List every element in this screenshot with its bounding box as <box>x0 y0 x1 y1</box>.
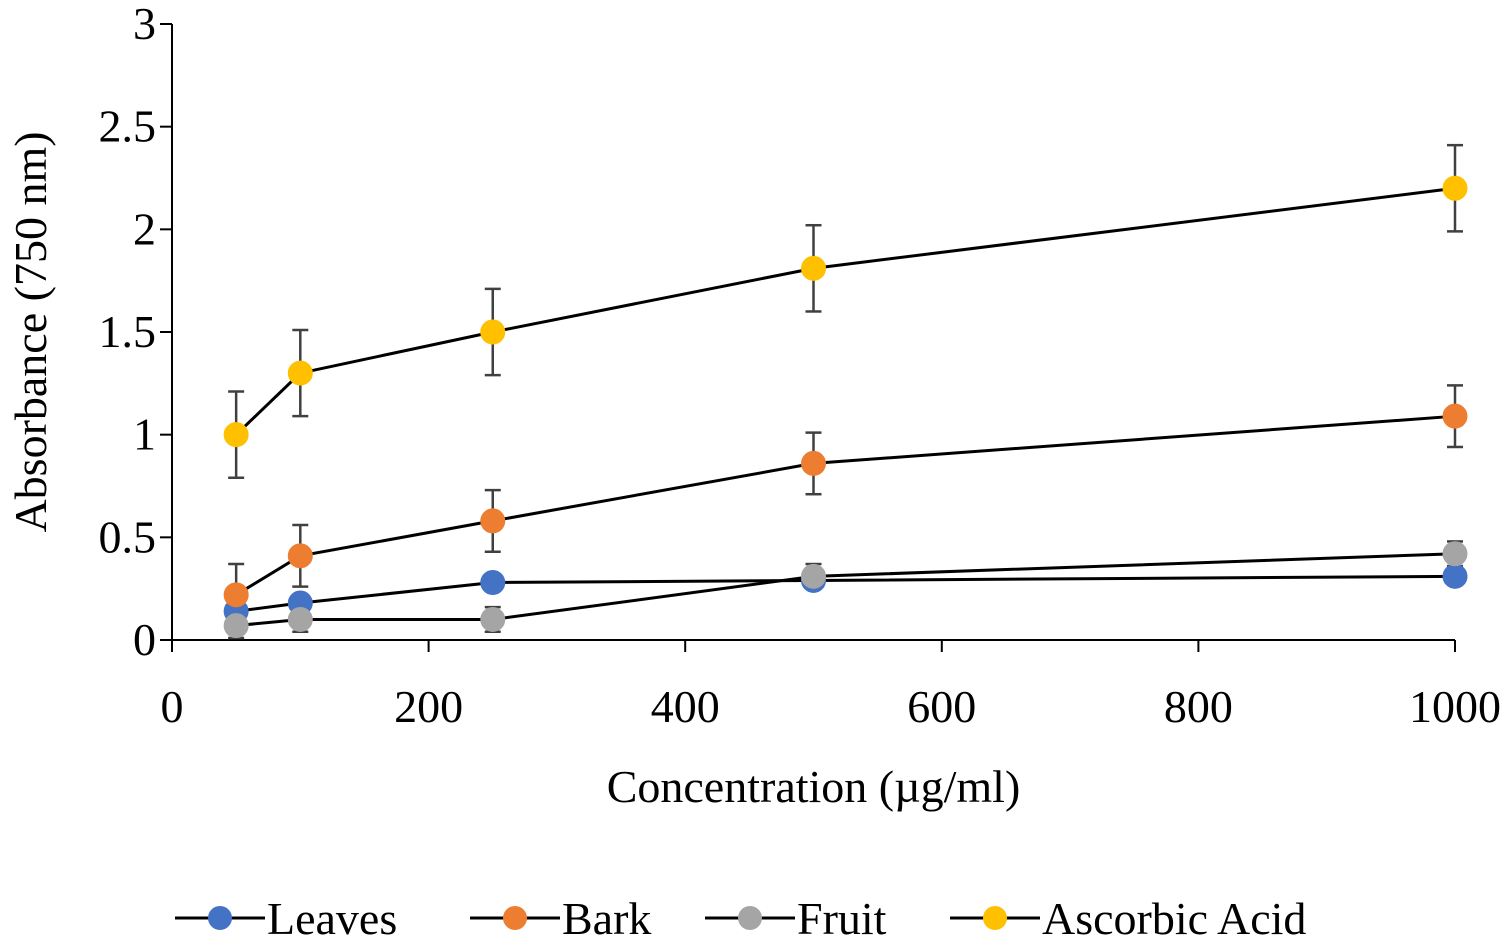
y-tick-label: 0 <box>133 614 156 665</box>
marker-ascorbic-acid <box>801 255 826 281</box>
x-tick-label: 800 <box>1164 681 1233 732</box>
series-line-leaves <box>235 574 1456 613</box>
legend-label-bark: Bark <box>562 893 651 944</box>
x-tick-label: 400 <box>651 681 720 732</box>
legend-label-leaves: Leaves <box>267 893 397 944</box>
series-line-bark <box>235 414 1456 597</box>
legend-marker-bark <box>503 906 527 930</box>
marker-fruit <box>223 613 249 639</box>
legend: Leaves Bark Fruit Ascorbic Acid <box>175 893 1306 944</box>
marker-ascorbic-acid <box>223 422 249 448</box>
y-tick-label: 2.5 <box>99 101 157 152</box>
legend-label-ascorbic-acid: Ascorbic Acid <box>1042 893 1306 944</box>
y-tick-label: 2 <box>133 203 156 254</box>
data-markers <box>223 175 1468 639</box>
y-tick-label: 3 <box>133 0 156 49</box>
marker-fruit <box>287 606 313 632</box>
x-tick-label: 1000 <box>1409 681 1501 732</box>
y-axis-title: Absorbance (750 nm) <box>5 131 56 532</box>
marker-bark <box>223 582 249 608</box>
marker-ascorbic-acid <box>287 360 313 386</box>
axes <box>160 23 1456 652</box>
marker-bark <box>801 450 826 476</box>
x-tick-label: 600 <box>907 681 976 732</box>
x-tick-label: 200 <box>394 681 463 732</box>
marker-fruit <box>480 606 506 632</box>
marker-leaves <box>480 570 506 596</box>
marker-bark <box>480 508 506 534</box>
legend-marker-fruit <box>738 906 762 930</box>
error-bars <box>228 143 1463 640</box>
y-tick-label: 1.5 <box>99 306 157 357</box>
marker-ascorbic-acid <box>1442 175 1468 201</box>
marker-fruit <box>1442 541 1468 567</box>
axis-text: Concentration (µg/ml) Absorbance (750 nm… <box>5 0 1501 812</box>
x-tick-label: 0 <box>161 681 184 732</box>
y-tick-label: 0.5 <box>99 511 157 562</box>
legend-marker-leaves <box>208 906 232 930</box>
y-tick-label: 1 <box>133 409 156 460</box>
marker-fruit <box>801 563 826 589</box>
series-lines <box>235 186 1456 628</box>
marker-ascorbic-acid <box>480 319 506 345</box>
legend-marker-ascorbic-acid <box>983 906 1007 930</box>
marker-leaves <box>1442 563 1468 589</box>
series-line-ascorbic-acid <box>235 186 1456 436</box>
marker-bark <box>287 543 313 569</box>
x-axis-title: Concentration (µg/ml) <box>607 761 1021 812</box>
legend-label-fruit: Fruit <box>797 893 887 944</box>
marker-bark <box>1442 403 1468 429</box>
